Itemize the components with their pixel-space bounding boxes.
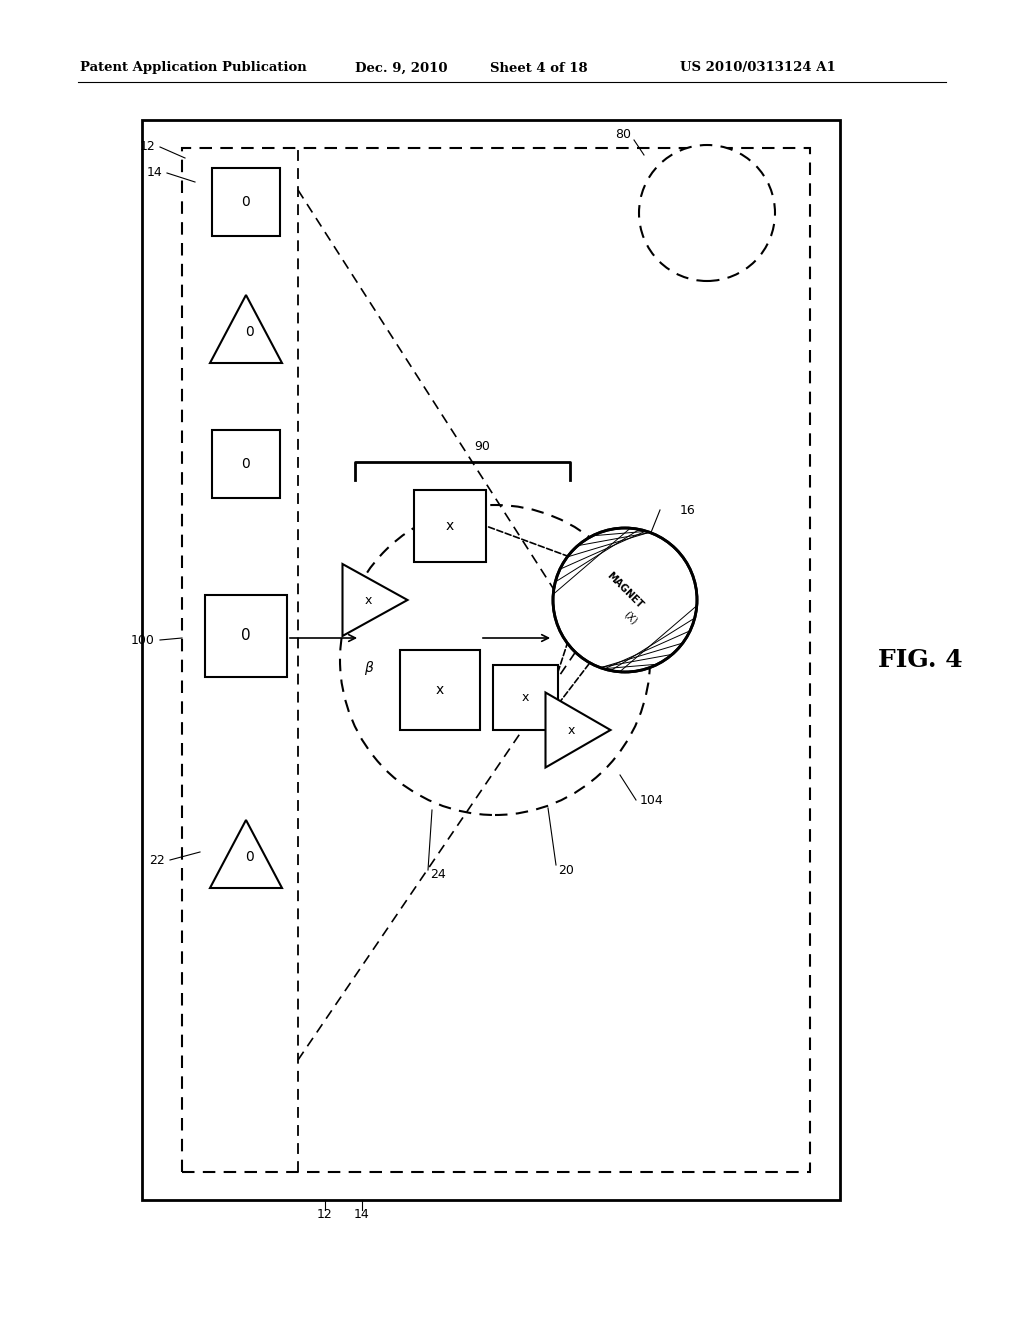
Text: 14: 14 [146,166,162,180]
Text: 80: 80 [615,128,631,141]
Text: 100: 100 [131,634,155,647]
Text: 20: 20 [558,863,573,876]
Text: 12: 12 [317,1209,333,1221]
Text: MAGNET: MAGNET [605,570,645,610]
Bar [414,490,486,562]
Text: 0: 0 [245,326,254,339]
Text: β: β [364,661,373,675]
Text: 14: 14 [354,1209,370,1221]
Text: 104: 104 [640,793,664,807]
Text: Dec. 9, 2010: Dec. 9, 2010 [355,62,447,74]
Bar [400,649,480,730]
Text: x: x [445,519,454,533]
Polygon shape [210,294,282,363]
Text: 12: 12 [139,140,155,153]
Text: (X): (X) [622,610,639,627]
Text: 90: 90 [474,441,490,454]
Text: Sheet 4 of 18: Sheet 4 of 18 [490,62,588,74]
Text: US 2010/0313124 A1: US 2010/0313124 A1 [680,62,836,74]
Bar [493,665,557,730]
Text: 0: 0 [242,195,251,209]
Bar [212,168,280,236]
Bar [205,595,287,677]
Text: x: x [568,723,575,737]
Text: x: x [365,594,372,606]
Polygon shape [546,693,610,767]
Polygon shape [210,820,282,888]
Text: 0: 0 [242,628,251,644]
Text: 0: 0 [242,457,251,471]
Text: 0: 0 [245,850,254,865]
Bar [212,430,280,498]
Text: Patent Application Publication: Patent Application Publication [80,62,307,74]
Text: 24: 24 [430,869,445,882]
Circle shape [639,145,775,281]
Circle shape [553,528,697,672]
Text: x: x [436,682,444,697]
Text: 22: 22 [150,854,165,866]
Text: FIG. 4: FIG. 4 [878,648,963,672]
Bar [142,120,840,1200]
Polygon shape [342,564,408,636]
Bar [182,148,810,1172]
Text: x: x [521,690,528,704]
Text: 16: 16 [680,503,695,516]
